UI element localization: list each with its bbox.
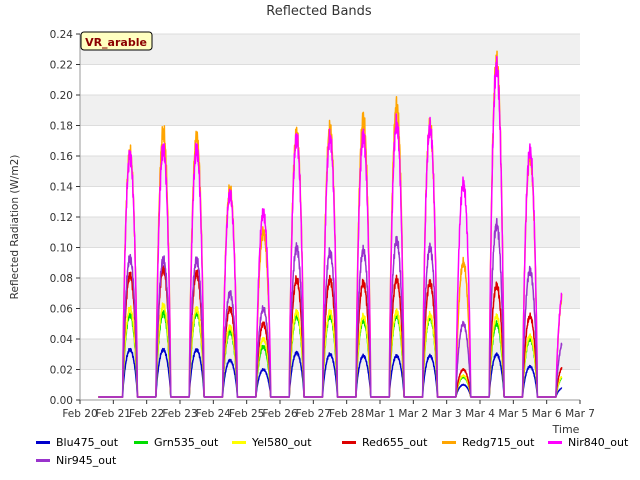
x-tick-label: Feb 25: [229, 408, 264, 420]
legend-label: Nir840_out: [568, 436, 629, 449]
y-axis-label: Reflected Radiation (W/m2): [9, 155, 21, 300]
legend-label: Yel580_out: [252, 436, 312, 449]
x-tick-label: Feb 22: [129, 408, 164, 420]
legend-item: Yel580_out: [232, 436, 312, 449]
legend-swatch: [442, 441, 456, 444]
grid-band: [80, 156, 580, 187]
legend-item: Nir945_out: [36, 454, 116, 467]
legend-item: Grn535_out: [134, 436, 218, 449]
y-axis-ticks: 0.00 0.02 0.04 0.06 0.08 0.10 0.12 0.14 0.16 0.18…: [50, 29, 80, 407]
y-tick-label: 0.20: [50, 90, 73, 102]
x-tick-label: Feb 24: [196, 408, 232, 420]
annotation-box: VR_arable: [80, 31, 153, 51]
y-tick-label: 0.00: [50, 395, 73, 407]
x-tick-label: Mar 3: [432, 408, 462, 420]
y-tick-label: 0.24: [50, 29, 74, 41]
x-tick-label: Mar 7: [565, 408, 595, 420]
y-tick-label: 0.02: [50, 365, 73, 377]
y-tick-label: 0.10: [50, 243, 73, 255]
grid-band: [80, 34, 580, 65]
legend-label: Red655_out: [362, 436, 428, 449]
x-tick-label: Mar 2: [398, 408, 428, 420]
x-tick-label: Mar 5: [498, 408, 528, 420]
legend-item: Redg715_out: [442, 436, 534, 449]
y-tick-label: 0.12: [50, 212, 73, 224]
x-tick-label: Mar 4: [465, 408, 495, 420]
legend-label: Redg715_out: [462, 436, 535, 449]
legend: Blu475_out Grn535_out Yel580_out Red655_out…: [0, 434, 640, 480]
legend-swatch: [36, 441, 50, 444]
chart-title: Reflected Bands: [266, 4, 372, 19]
series-layer: [97, 50, 563, 398]
grid-band: [80, 217, 580, 248]
legend-swatch: [232, 441, 246, 444]
x-tick-label: Feb 28: [329, 408, 364, 420]
y-tick-label: 0.22: [50, 60, 73, 72]
legend-label: Blu475_out: [56, 436, 119, 449]
x-axis-label: Time: [552, 423, 580, 436]
legend-swatch: [134, 441, 148, 444]
x-tick-label: Feb 20: [62, 408, 97, 420]
legend-label: Nir945_out: [56, 454, 117, 467]
x-tick-label: Mar 1: [365, 408, 395, 420]
legend-item: Nir840_out: [548, 436, 628, 449]
legend-item: Blu475_out: [36, 436, 118, 449]
y-tick-label: 0.18: [50, 121, 73, 133]
y-tick-label: 0.08: [50, 273, 73, 285]
legend-swatch: [342, 441, 356, 444]
x-tick-label: Feb 23: [162, 408, 197, 420]
legend-swatch: [548, 441, 562, 444]
legend-label: Grn535_out: [154, 436, 219, 449]
annotation-label: VR_arable: [85, 36, 147, 49]
legend-item: Red655_out: [342, 436, 427, 449]
x-tick-label: Feb 27: [296, 408, 331, 420]
x-tick-label: Mar 6: [532, 408, 562, 420]
y-tick-label: 0.16: [50, 151, 74, 163]
y-tick-label: 0.06: [50, 304, 74, 316]
legend-swatch: [36, 459, 50, 462]
x-tick-label: Feb 26: [262, 408, 298, 420]
y-tick-label: 0.04: [50, 334, 74, 346]
y-tick-label: 0.14: [50, 182, 74, 194]
series-line-nir945-out: [97, 217, 563, 398]
x-tick-label: Feb 21: [96, 408, 131, 420]
